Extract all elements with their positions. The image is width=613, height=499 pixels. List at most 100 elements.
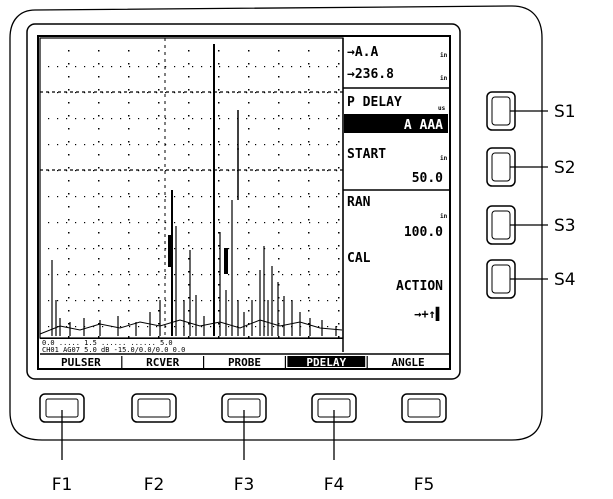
grid-dot xyxy=(98,323,100,325)
grid-dot xyxy=(282,248,284,250)
grid-dot xyxy=(218,180,220,182)
grid-dot xyxy=(66,326,68,328)
grid-dot xyxy=(57,300,59,302)
grid-dot xyxy=(129,118,131,120)
grid-dot xyxy=(147,170,149,172)
grid-dot xyxy=(128,50,130,52)
grid-dot xyxy=(128,76,130,78)
grid-dot xyxy=(129,222,131,224)
grid-dot xyxy=(147,326,149,328)
grid-dot xyxy=(111,66,113,68)
grid-dot xyxy=(158,167,160,169)
grid-dot xyxy=(120,326,122,328)
grid-dot xyxy=(300,66,302,68)
range-title: RAN xyxy=(347,195,371,210)
grid-dot xyxy=(338,128,340,130)
scale-strip-row2: CH01 AG07 5.0 dB -15.0/0.0/0.0 0.0 xyxy=(42,346,185,354)
grid-dot xyxy=(248,232,250,234)
grid-dot xyxy=(309,196,311,198)
grid-dot xyxy=(278,336,280,338)
function-key-button[interactable] xyxy=(401,393,447,423)
side-key-s1[interactable]: S1 xyxy=(486,91,576,131)
tab-rcver[interactable]: RCVER xyxy=(121,356,180,369)
tab-probe[interactable]: PROBE xyxy=(203,356,261,369)
grid-dot xyxy=(218,232,220,234)
grid-dot xyxy=(156,248,158,250)
grid-dot xyxy=(188,193,190,195)
grid-dot xyxy=(75,326,77,328)
grid-dot xyxy=(174,144,176,146)
grid-dot xyxy=(68,102,70,104)
function-key-f5[interactable]: F5 xyxy=(401,393,447,495)
grid-dot xyxy=(98,310,100,312)
grid-dot xyxy=(255,274,257,276)
grid-dot xyxy=(237,222,239,224)
tab-pulser[interactable]: PULSER xyxy=(61,356,101,369)
grid-dot xyxy=(218,271,220,273)
grid-dot xyxy=(338,180,340,182)
grid-dot xyxy=(98,102,100,104)
grid-dot xyxy=(210,274,212,276)
grid-dot xyxy=(66,66,68,68)
function-key-f3[interactable]: F3 xyxy=(221,393,267,495)
grid-dot xyxy=(68,232,70,234)
grid-dot xyxy=(278,102,280,104)
grid-dot xyxy=(309,170,311,172)
grid-dot xyxy=(93,300,95,302)
grid-dot xyxy=(318,170,320,172)
grid-dot xyxy=(218,284,220,286)
grid-dot xyxy=(98,193,100,195)
grid-dot xyxy=(291,222,293,224)
grid-dot xyxy=(246,118,248,120)
tab-pdelay[interactable]: PDELAY xyxy=(284,356,366,369)
side-key-s3[interactable]: S3 xyxy=(486,205,576,245)
grid-dot xyxy=(308,115,310,117)
grid-dot xyxy=(165,248,167,250)
grid-dot xyxy=(237,66,239,68)
function-tab-bar: PULSER RCVER PROBE PDELAY ANGLE xyxy=(40,353,449,369)
tab-label: RCVER xyxy=(146,356,179,369)
grid-dot xyxy=(138,170,140,172)
status-icons: →+↑▌ xyxy=(414,306,443,321)
grid-dot xyxy=(309,92,311,94)
grid-dot xyxy=(128,336,130,338)
grid-dot xyxy=(309,300,311,302)
grid-dot xyxy=(75,222,77,224)
grid-dot xyxy=(201,274,203,276)
function-key-f2[interactable]: F2 xyxy=(131,393,177,495)
tab-angle[interactable]: ANGLE xyxy=(366,356,425,369)
grid-dot xyxy=(188,76,190,78)
grid-dot xyxy=(158,76,160,78)
grid-dot xyxy=(192,66,194,68)
grid-dot xyxy=(248,154,250,156)
grid-dot xyxy=(255,326,257,328)
grid-dot xyxy=(128,232,130,234)
grid-dot xyxy=(128,180,130,182)
function-key-f1[interactable]: F1 xyxy=(39,393,85,495)
grid-dot xyxy=(93,222,95,224)
tab-selected-highlight xyxy=(287,356,366,367)
grid-dot xyxy=(102,66,104,68)
grid-dot xyxy=(147,118,149,120)
grid-dot xyxy=(300,118,302,120)
side-key-s2[interactable]: S2 xyxy=(486,147,576,187)
grid-dot xyxy=(201,248,203,250)
baseline-noise xyxy=(39,319,343,335)
grid-dot xyxy=(165,300,167,302)
side-key-label: S2 xyxy=(554,158,576,178)
grid-dot xyxy=(282,196,284,198)
grid-dot xyxy=(264,170,266,172)
grid-dot xyxy=(248,245,250,247)
grid-dot xyxy=(128,115,130,117)
function-key-f4[interactable]: F4 xyxy=(311,393,357,495)
function-key-button[interactable] xyxy=(131,393,177,423)
grid-dot xyxy=(98,180,100,182)
side-key-s4[interactable]: S4 xyxy=(486,259,576,299)
grid-dot xyxy=(165,92,167,94)
grid-dot xyxy=(237,248,239,250)
grid-dot xyxy=(188,258,190,260)
grid-dot xyxy=(248,115,250,117)
grid-dot xyxy=(102,274,104,276)
grid-dot xyxy=(282,326,284,328)
grid-dot xyxy=(111,222,113,224)
